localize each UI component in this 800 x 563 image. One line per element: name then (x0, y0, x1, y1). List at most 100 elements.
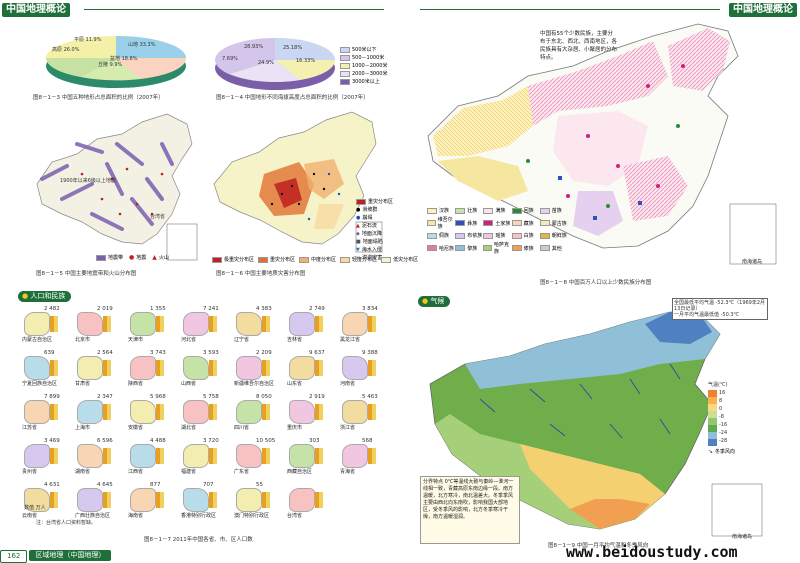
fig9-callout-2: 一月平均气温最低值 -50.3℃ (674, 312, 740, 318)
region-shape-icon (183, 312, 209, 336)
section-population: ● 人口和民族 (18, 291, 72, 302)
book-title: 区域地理（中国地理） (29, 550, 112, 561)
region-name: 辽宁省 (234, 337, 250, 343)
fig8-legend-item: 满族 (483, 207, 510, 214)
fig8-legend-item: 朝鲜族 (539, 232, 567, 239)
region-name: 浙江省 (340, 425, 356, 431)
fig7-region: 1 355 天津市 (128, 306, 177, 346)
region-population: 2 564 (97, 350, 113, 356)
fig8-legend-item: 藏族 (511, 216, 539, 230)
section-climate-bullet-icon: ● (422, 297, 429, 305)
fig8-legend-label: 瑶族 (495, 233, 506, 239)
right-header-title: 中国地理概论 (733, 4, 793, 15)
region-name: 广东省 (234, 469, 250, 475)
footer-left: 162 区域地理（中国地理） (0, 550, 112, 563)
fig9-map (429, 311, 763, 537)
fig4-legend-4: 3000米以上 (352, 79, 380, 85)
population-bar-icon (209, 448, 217, 464)
region-name: 河南省 (340, 381, 356, 387)
fig8-legend-item: 白族 (511, 232, 539, 239)
region-shape-icon (289, 488, 315, 512)
legend-swatch-icon (455, 245, 466, 251)
population-bar-icon (209, 316, 217, 332)
fig3-label-1: 山地 33.3% (128, 42, 156, 48)
region-shape-icon (130, 356, 156, 380)
region-name: 海南省 (128, 513, 144, 519)
region-shape-icon (236, 444, 262, 468)
region-population: 2 482 (44, 306, 60, 312)
fig7-region: 707 香港特别行政区 (181, 482, 230, 522)
fig7-region: 4 631 云南省 (22, 482, 71, 522)
population-bar-icon (209, 360, 217, 376)
fig7-region: 3 743 陕西省 (128, 350, 177, 390)
region-shape-icon (342, 312, 368, 336)
region-name: 四川省 (234, 425, 250, 431)
region-population: 4 488 (150, 438, 166, 444)
fig6-map (213, 111, 383, 253)
fig7-region: 2 919 重庆市 (287, 394, 336, 434)
fig3-label-2: 丘陵 9.9% (98, 62, 123, 68)
fig7-region-grid: 2 482 内蒙古自治区 2 019 北京市 1 355 天津市 7 241 河北省 4 383… (22, 306, 394, 532)
fig5-legend-1: 地震 (136, 255, 147, 261)
region-shape-icon (24, 488, 50, 512)
region-population: 3 469 (44, 438, 60, 444)
fig6-bl-2: 中度分布区 (311, 257, 337, 263)
fig6-bl-0: 极重灾分布区 (224, 257, 255, 263)
population-bar-icon (103, 360, 111, 376)
fig7-region: 5 968 安徽省 (128, 394, 177, 434)
fig8-legend-label: 侗族 (439, 233, 450, 239)
legend-swatch-icon (427, 207, 437, 214)
fig6-legend: 重灾分布区 ● 滑坡群 ● 崩塌 ▲ 泥石流 ◆ 地面沉降 ■ 地面塌陷 ▼ 海水入侵 ≈ 洪… (356, 198, 394, 261)
region-population: 4 631 (44, 482, 60, 488)
region-population: 3 834 (362, 306, 378, 312)
fig4-legend-1: 500－1000米 (352, 55, 385, 61)
fig7-region: 2 564 甘肃省 (75, 350, 124, 390)
population-bar-icon (209, 492, 217, 508)
legend-swatch-icon (455, 220, 466, 226)
region-population: 6 596 (97, 438, 113, 444)
region-shape-icon (130, 488, 156, 512)
population-bar-icon (103, 404, 111, 420)
section-population-title: 人口和民族 (30, 292, 66, 300)
region-shape-icon (130, 400, 156, 424)
region-shape-icon (289, 400, 315, 424)
left-header-title: 中国地理概论 (6, 4, 66, 15)
region-name: 西藏自治区 (287, 469, 313, 475)
region-name: 内蒙古自治区 (22, 337, 53, 343)
fig3-pie (46, 36, 187, 88)
fig8-legend-item: 蒙古族 (539, 216, 567, 230)
fig7-region: 5 463 浙江省 (340, 394, 389, 434)
region-shape-icon (77, 356, 103, 380)
legend-swatch-icon (511, 207, 522, 214)
region-shape-icon (24, 400, 50, 424)
fig5-note-0: 1900年以来6级以上地震 (60, 178, 116, 184)
fig8-legend-label: 满族 (495, 208, 506, 214)
region-shape-icon (77, 400, 103, 424)
region-population: 303 (309, 438, 320, 444)
region-population: 707 (203, 482, 214, 488)
fig7-note: 注：台湾省人口资料暂缺。 (36, 520, 97, 526)
legend-swatch-icon (427, 232, 437, 239)
legend-swatch-icon (539, 207, 550, 214)
fig8-legend-label: 蒙古族 (551, 220, 567, 227)
region-shape-icon (130, 312, 156, 336)
legend-swatch-icon (539, 232, 550, 239)
fig9-wind: 冬季风向 (715, 449, 736, 455)
region-population: 4 645 (97, 482, 113, 488)
region-population: 10 505 (256, 438, 276, 444)
population-bar-icon (262, 316, 270, 332)
region-shape-icon (289, 312, 315, 336)
fig8-legend-label: 苗族 (551, 208, 562, 214)
region-name: 吉林省 (287, 337, 303, 343)
fig8-legend-label: 朝鲜族 (551, 233, 567, 239)
fig9-legend-value: -28 (719, 438, 728, 444)
fig7-region: 2 749 吉林省 (287, 306, 336, 346)
region-name: 上海市 (75, 425, 91, 431)
population-bar-icon (368, 316, 376, 332)
region-shape-icon (77, 444, 103, 468)
legend-swatch-icon (455, 207, 466, 214)
fig8-legend-item: 土家族 (483, 216, 510, 230)
section-population-bullet-icon: ● (22, 292, 29, 300)
fig9-legend-value: 8 (719, 398, 723, 404)
fig8-legend-item: 壮族 (455, 207, 482, 214)
